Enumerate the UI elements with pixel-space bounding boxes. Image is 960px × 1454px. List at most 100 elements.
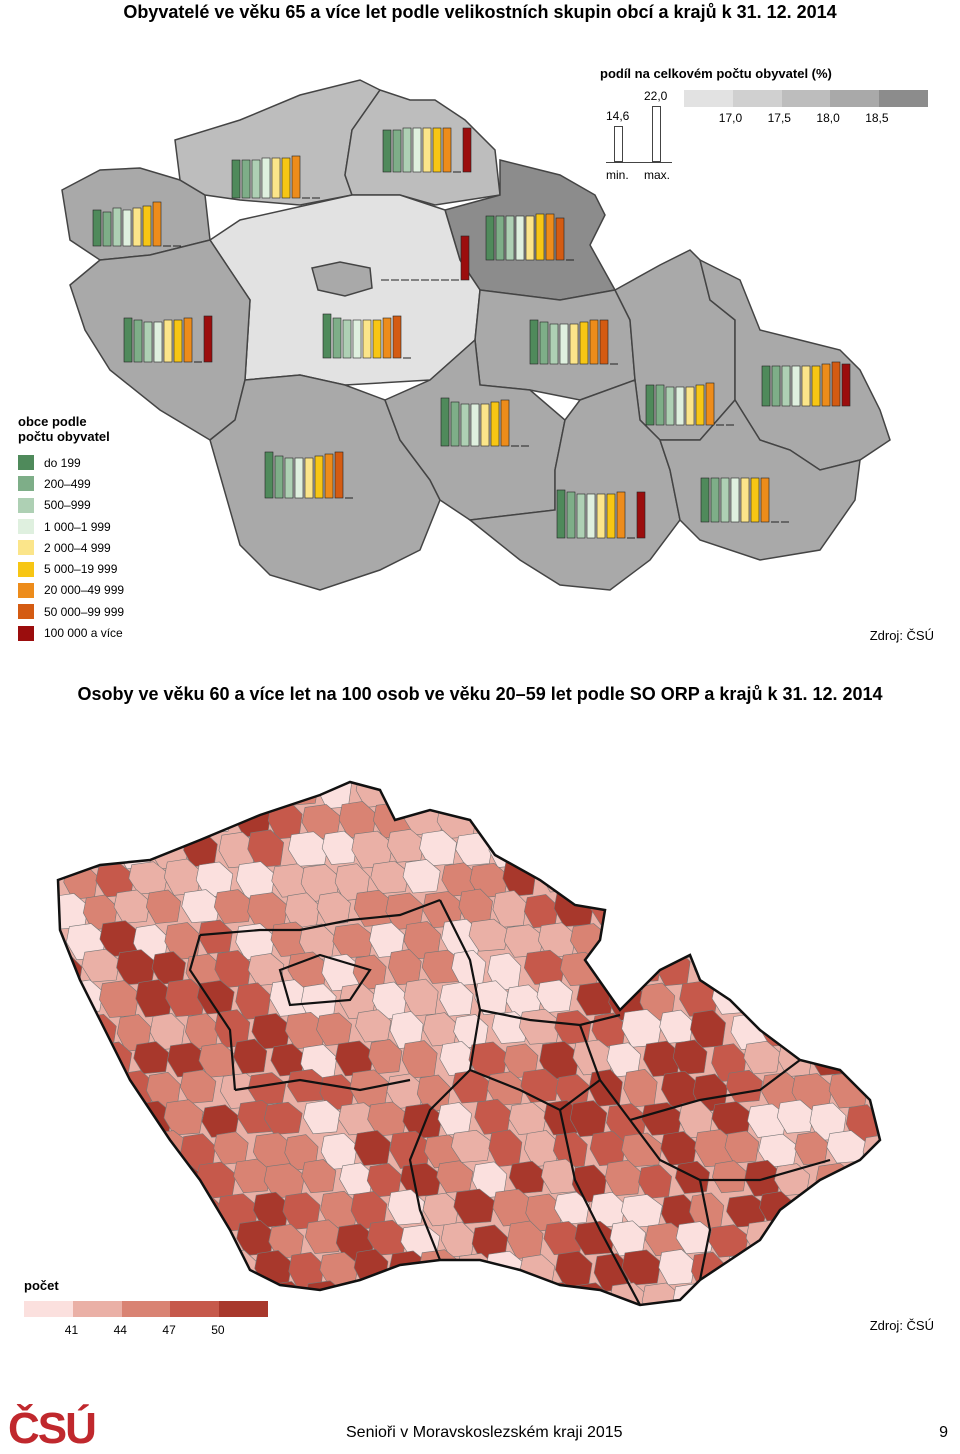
orp-cell — [798, 1191, 832, 1230]
orp-cell — [877, 1159, 880, 1193]
orp-cell — [621, 889, 663, 927]
bar — [556, 489, 566, 539]
region-border — [629, 1059, 801, 1122]
bars-ustecky — [231, 155, 320, 199]
bar — [831, 361, 841, 407]
map2-title: Osoby ve věku 60 a více let na 100 osob … — [77, 684, 883, 704]
bar — [442, 127, 452, 173]
bar — [480, 403, 490, 447]
orp-cell — [762, 953, 799, 987]
orp-cell — [491, 1011, 529, 1044]
orp-cell — [233, 1158, 272, 1194]
orp-cell — [844, 919, 880, 956]
bar — [143, 321, 153, 363]
orp-cell — [453, 1188, 495, 1225]
bar — [153, 321, 163, 363]
size-legend-item: 100 000 a více — [18, 622, 178, 643]
size-legend-swatch — [18, 519, 34, 535]
region-border — [408, 899, 482, 1261]
bar — [505, 215, 515, 261]
bar-scale-min-label: min. — [606, 168, 629, 182]
orp-cell — [776, 1099, 815, 1134]
orp-cell — [792, 782, 828, 807]
bar — [760, 477, 770, 523]
orp-cell — [554, 1191, 590, 1225]
orp-cell — [621, 1249, 662, 1286]
orp-cell — [882, 860, 918, 896]
orp-cell — [439, 982, 474, 1017]
orp-cell — [774, 801, 810, 837]
orp-cell — [673, 924, 712, 959]
bar — [665, 386, 675, 426]
orp-cell — [605, 803, 642, 842]
orp-cell — [577, 858, 612, 893]
orp-cell — [588, 1310, 627, 1320]
orp-cell — [711, 920, 754, 956]
bar — [460, 235, 470, 281]
orp-cell — [490, 1310, 529, 1321]
orp-cell — [388, 782, 424, 807]
region-border — [199, 898, 441, 937]
orp-cell — [623, 782, 664, 808]
orp-cell — [895, 834, 930, 870]
bar — [152, 201, 162, 247]
orp-cell — [65, 1041, 105, 1076]
orp-cell — [812, 1220, 854, 1258]
orp-cell — [695, 891, 734, 930]
bar — [123, 317, 133, 363]
orp-cell — [775, 983, 815, 1019]
orp-cell — [593, 833, 632, 872]
country-outline — [56, 780, 882, 1307]
size-legend-swatch — [18, 497, 34, 513]
bar-scale-baseline — [606, 162, 672, 163]
bar — [700, 477, 710, 523]
orp-cell — [862, 889, 880, 926]
bar — [500, 399, 510, 447]
orp-cell — [843, 1281, 880, 1305]
orp-cell — [591, 782, 628, 804]
bar — [599, 319, 609, 365]
orp-cell — [112, 1193, 151, 1228]
orp-cell — [58, 832, 83, 872]
orp-cell — [334, 1281, 376, 1305]
bar — [555, 217, 565, 261]
orp-cell — [657, 834, 696, 868]
size-legend-swatch — [18, 476, 34, 492]
orp-cell — [865, 953, 880, 989]
orp-cell — [794, 951, 836, 988]
bar — [616, 491, 626, 539]
map2-legend-scale — [24, 1301, 268, 1317]
orp-cell — [745, 1220, 786, 1256]
orp-cell — [419, 830, 457, 867]
orp-cell — [916, 1162, 950, 1198]
orp-cell — [775, 862, 812, 901]
bar — [586, 493, 596, 539]
bar — [705, 382, 715, 426]
orp-cell — [435, 1281, 475, 1305]
bar — [432, 127, 442, 173]
orp-cell — [641, 858, 680, 896]
orp-cell — [841, 860, 878, 899]
orp-cell — [877, 802, 880, 841]
size-legend-swatch — [18, 625, 34, 641]
bar — [559, 323, 569, 365]
bar — [274, 455, 284, 499]
orp-cell — [604, 1159, 642, 1197]
orp-cell — [740, 1284, 776, 1305]
orp-cell — [743, 1040, 781, 1075]
orp-cell — [894, 1074, 930, 1110]
bar — [294, 457, 304, 499]
size-legend-item: 500–999 — [18, 495, 178, 516]
bar — [525, 215, 535, 261]
orp-cell — [354, 1313, 393, 1321]
size-legend-label: 100 000 a více — [44, 626, 123, 641]
bar — [495, 215, 505, 261]
orp-cell — [58, 1128, 85, 1163]
map2-legend-swatch — [72, 1301, 122, 1317]
region-liberecky — [344, 89, 501, 206]
orp-cell — [692, 1309, 729, 1320]
orp-cell — [780, 1279, 822, 1305]
bar — [791, 365, 801, 407]
bar — [402, 127, 412, 173]
bar — [781, 365, 791, 407]
